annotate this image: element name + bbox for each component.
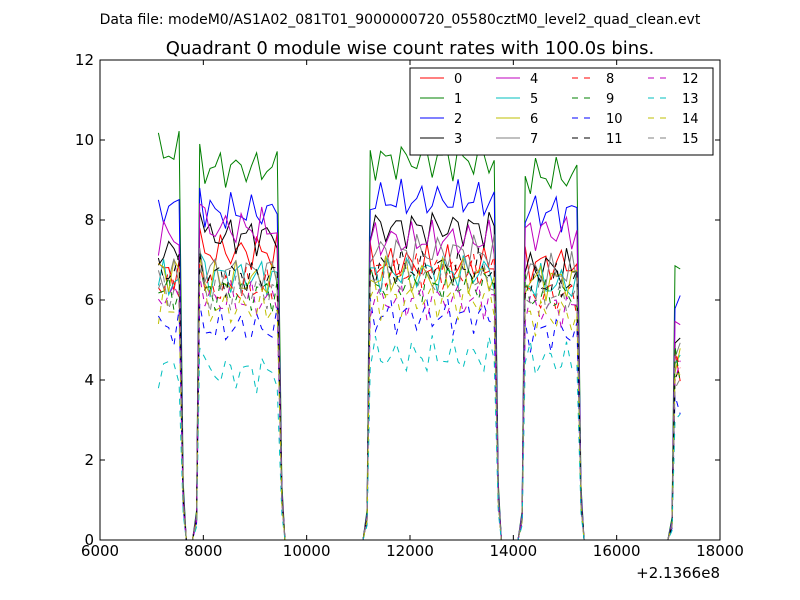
y-tick-label: 6 [84,291,94,309]
legend-label-13: 13 [682,92,699,107]
plot-frame [99,59,721,541]
legend-label-0: 0 [454,72,462,87]
legend-label-10: 10 [606,112,623,127]
legend-label-15: 15 [682,132,699,147]
series-line-2 [157,178,681,541]
series-lines [157,131,681,541]
y-tick-label: 10 [75,131,94,149]
series-line-10 [157,297,681,541]
legend-label-12: 12 [682,72,699,87]
x-offset-label: +2.1366e8 [636,564,720,582]
series-line-11 [157,247,681,541]
series-line-0 [158,227,681,541]
series-line-15 [157,258,681,541]
legend-label-3: 3 [454,132,462,147]
x-tick-label: 18000 [696,542,744,560]
legend-label-14: 14 [682,112,699,127]
x-tick-label: 8000 [184,542,222,560]
legend-label-2: 2 [454,112,462,127]
y-tick-label: 0 [84,531,94,549]
chart-title: Quadrant 0 module wise count rates with … [166,38,655,59]
series-line-13 [157,335,681,541]
x-tick-label: 16000 [593,542,641,560]
legend-label-4: 4 [530,72,538,87]
series-line-14 [157,283,681,541]
series-line-12 [157,275,681,541]
legend-label-8: 8 [606,72,614,87]
y-tick-label: 2 [84,451,94,469]
y-tick-label: 12 [75,51,94,69]
x-tick-label: 10000 [283,542,331,560]
series-line-9 [158,264,681,541]
legend-label-9: 9 [606,92,614,107]
legend-label-1: 1 [454,92,462,107]
y-tick-label: 8 [84,211,94,229]
axis-ticks: 6000 8000 10000 12000 14000 16000 180000246810… [75,51,744,560]
y-tick-label: 4 [84,371,94,389]
series-line-8 [157,252,681,541]
series-line-5 [157,251,681,541]
legend-label-5: 5 [530,92,538,107]
legend-box [409,67,714,156]
series-line-1 [157,131,681,541]
x-tick-label: 12000 [386,542,434,560]
x-tick-label: 14000 [489,542,537,560]
x-tick-label: 6000 [81,542,119,560]
legend-label-11: 11 [606,132,623,147]
legend-label-7: 7 [530,132,538,147]
series-line-3 [157,211,681,541]
legend-label-6: 6 [530,112,538,127]
chart-suptitle: Data file: modeM0/AS1A02_081T01_90000007… [100,12,701,28]
series-line-4 [157,202,681,541]
